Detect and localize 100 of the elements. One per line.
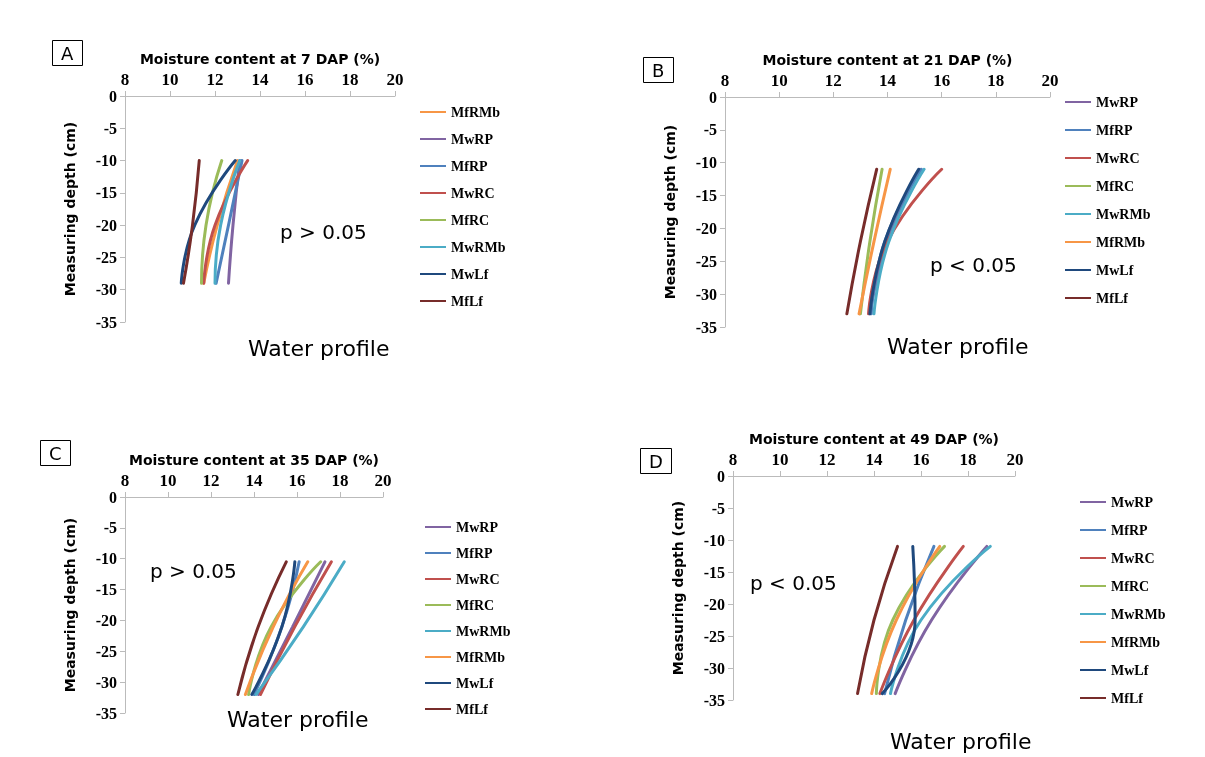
x-tick-label: 10 xyxy=(771,450,789,469)
y-tick-label: -25 xyxy=(703,627,725,645)
legend-label: MwLf xyxy=(1111,662,1149,678)
y-tick-label: -15 xyxy=(95,581,117,599)
legend-label: MwRMb xyxy=(451,239,506,255)
x-tick-label: 8 xyxy=(728,450,738,469)
legend-label: MwRC xyxy=(456,571,500,587)
annotation: p > 0.05 xyxy=(150,559,237,583)
y-tick-label: 0 xyxy=(109,488,117,506)
x-tick-label: 12 xyxy=(824,71,842,90)
x-tick-label: 18 xyxy=(959,450,977,469)
legend-label: MfRC xyxy=(451,212,490,228)
y-tick-label: -5 xyxy=(703,121,717,139)
y-tick-label: 0 xyxy=(717,467,725,485)
y-tick-label: -20 xyxy=(95,216,117,234)
chart-title: C xyxy=(49,442,62,464)
y-tick-label: -35 xyxy=(95,704,117,722)
y-tick-label: -35 xyxy=(703,691,725,709)
y-tick-label: -5 xyxy=(711,499,725,517)
y-tick-label: -10 xyxy=(703,531,725,549)
legend-label: MwLf xyxy=(451,266,489,282)
x-tick-label: 10 xyxy=(770,71,788,90)
y-tick-label: -10 xyxy=(95,152,117,170)
x-tick-label: 10 xyxy=(159,471,177,490)
x-tick-label: 16 xyxy=(912,450,930,469)
y-tick-label: -10 xyxy=(695,154,717,172)
x-tick-label: 16 xyxy=(296,70,314,89)
x-tick-label: 8 xyxy=(120,70,130,89)
annotation: Water profile xyxy=(226,706,369,732)
y-tick-label: -5 xyxy=(103,119,117,137)
annotation: p < 0.05 xyxy=(750,571,837,595)
x-tick-label: 12 xyxy=(202,471,220,490)
y-axis-title: Measuring depth (cm) xyxy=(670,500,686,676)
legend-label: MwRP xyxy=(451,131,494,147)
y-tick-label: -30 xyxy=(95,281,117,299)
x-tick-label: 12 xyxy=(818,450,836,469)
legend-label: MwRC xyxy=(1096,150,1140,166)
legend-label: MfRP xyxy=(456,545,493,561)
x-tick-label: 14 xyxy=(879,71,897,90)
x-axis-title: Moisture content at 21 DAP (%) xyxy=(762,52,1013,68)
annotation: p > 0.05 xyxy=(280,220,367,244)
y-axis-title: Measuring depth (cm) xyxy=(662,124,678,300)
y-tick-label: -25 xyxy=(95,248,117,266)
legend-label: MwLf xyxy=(1096,262,1134,278)
legend-label: MfLf xyxy=(451,293,484,309)
y-tick-label: -15 xyxy=(703,563,725,581)
y-tick-label: -30 xyxy=(95,673,117,691)
x-tick-label: 20 xyxy=(1041,71,1059,90)
legend-label: MfRMb xyxy=(1096,234,1146,250)
legend-label: MfRP xyxy=(451,158,488,174)
x-tick-label: 16 xyxy=(288,471,306,490)
legend-label: MwRP xyxy=(1111,494,1154,510)
y-tick-label: 0 xyxy=(109,87,117,105)
y-tick-label: -10 xyxy=(95,550,117,568)
x-tick-label: 20 xyxy=(386,70,404,89)
x-tick-label: 20 xyxy=(374,471,392,490)
y-tick-label: -25 xyxy=(695,252,717,270)
y-tick-label: -5 xyxy=(103,519,117,537)
legend-label: MfRC xyxy=(1096,178,1135,194)
text: Water profile xyxy=(886,333,1029,359)
y-tick-label: 0 xyxy=(709,88,717,106)
annotation: p < 0.05 xyxy=(930,253,1017,277)
y-tick-label: -15 xyxy=(695,187,717,205)
x-tick-label: 16 xyxy=(933,71,951,90)
y-tick-label: -15 xyxy=(95,184,117,202)
x-tick-label: 12 xyxy=(206,70,224,89)
legend-label: MwRMb xyxy=(1111,606,1166,622)
y-tick-label: -20 xyxy=(703,595,725,613)
x-tick-label: 14 xyxy=(245,471,263,490)
legend-label: MwRMb xyxy=(1096,206,1151,222)
x-axis-title: Moisture content at 49 DAP (%) xyxy=(748,431,1000,447)
legend-label: MwLf xyxy=(456,675,494,691)
y-tick-label: -30 xyxy=(703,659,725,677)
x-tick-label: 14 xyxy=(865,450,883,469)
x-tick-label: 18 xyxy=(331,471,349,490)
y-tick-label: -20 xyxy=(95,611,117,629)
chart-title: A xyxy=(61,42,74,64)
x-tick-label: 8 xyxy=(120,471,130,490)
x-tick-label: 18 xyxy=(987,71,1005,90)
legend-label: MfRMb xyxy=(1111,634,1161,650)
x-tick-label: 18 xyxy=(341,70,359,89)
text: Water profile xyxy=(889,728,1032,754)
legend-label: MfRMb xyxy=(456,649,506,665)
legend-label: MfRMb xyxy=(451,104,501,120)
legend-label: MwRC xyxy=(451,185,495,201)
legend-label: MwRMb xyxy=(456,623,511,639)
x-tick-label: 8 xyxy=(720,71,730,90)
chart-title: D xyxy=(649,450,663,472)
y-tick-label: -30 xyxy=(695,285,717,303)
x-axis-title: Moisture content at 35 DAP (%) xyxy=(128,452,380,468)
y-axis-title: Measuring depth (cm) xyxy=(62,517,78,693)
legend-label: MfRC xyxy=(456,597,495,613)
y-axis-title: Measuring depth (cm) xyxy=(62,121,78,297)
legend-label: MfLf xyxy=(1111,690,1144,706)
y-tick-label: -35 xyxy=(695,318,717,336)
y-tick-label: -20 xyxy=(695,219,717,237)
x-axis-title: Moisture content at 7 DAP (%) xyxy=(139,51,381,68)
x-tick-label: 20 xyxy=(1006,450,1024,469)
legend-label: MwRP xyxy=(1096,94,1139,110)
legend-label: MwRP xyxy=(456,519,499,535)
